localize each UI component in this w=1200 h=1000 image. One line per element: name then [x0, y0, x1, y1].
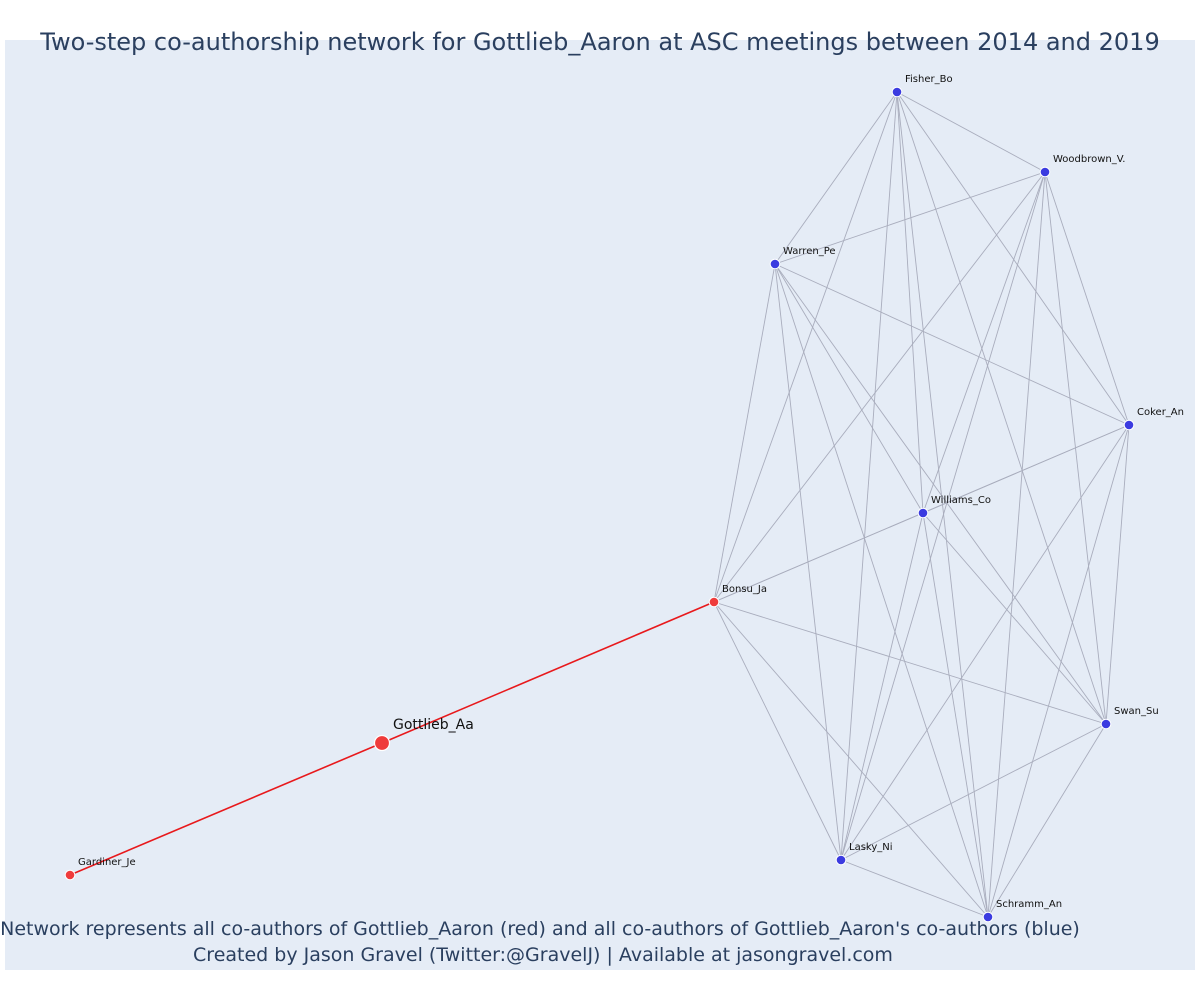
edge-Coker_An-Schramm_An [987, 424, 1130, 918]
edge-Williams_Co-Schramm_An [922, 512, 989, 918]
edge-Bonsu_Ja-Williams_Co [713, 512, 924, 603]
node-label-Gardiner_Je: Gardiner_Je [78, 857, 136, 868]
node-Bonsu_Ja[interactable] [708, 596, 720, 608]
node-label-Woodbrown_V.: Woodbrown_V. [1053, 154, 1126, 165]
plot-background [5, 40, 1195, 970]
edge-Warren_Pe-Swan_Su [774, 263, 1107, 725]
edge-Coker_An-Williams_Co [922, 424, 1130, 514]
edge-Warren_Pe-Williams_Co [774, 263, 924, 514]
node-label-Coker_An: Coker_An [1137, 407, 1184, 418]
edge-Lasky_Ni-Schramm_An [840, 859, 989, 918]
node-label-Warren_Pe: Warren_Pe [783, 246, 836, 257]
node-Williams_Co[interactable] [917, 507, 929, 519]
edge-Bonsu_Ja-Schramm_An [713, 601, 989, 918]
edge-Coker_An-Swan_Su [1105, 424, 1130, 725]
edge-Fisher_Bo-Lasky_Ni [840, 91, 898, 861]
caption-line-1: Network represents all co-authors of Got… [0, 918, 1080, 940]
edge-Bonsu_Ja-Woodbrown_V. [713, 171, 1046, 603]
edge-layer [69, 91, 1130, 918]
node-layer [64, 86, 1135, 923]
node-label-Lasky_Ni: Lasky_Ni [849, 842, 893, 853]
edge-Coker_An-Lasky_Ni [840, 424, 1130, 861]
node-Gardiner_Je[interactable] [64, 869, 76, 881]
edge-Woodbrown_V.-Warren_Pe [774, 171, 1046, 265]
edge-Fisher_Bo-Warren_Pe [774, 91, 898, 265]
chart-title: Two-step co-authorship network for Gottl… [40, 28, 1160, 56]
node-Swan_Su[interactable] [1100, 718, 1112, 730]
edge-Woodbrown_V.-Coker_An [1044, 171, 1130, 426]
node-label-Fisher_Bo: Fisher_Bo [905, 74, 953, 85]
edge-Williams_Co-Lasky_Ni [840, 512, 924, 861]
label-layer: Gottlieb_Aa Gardiner_Je Bonsu_Ja Fisher_Bo W… [78, 74, 1184, 910]
node-Woodbrown_V.[interactable] [1039, 166, 1051, 178]
node-Gottlieb_Aa[interactable] [373, 734, 391, 752]
node-label-Gottlieb_Aa: Gottlieb_Aa [393, 717, 474, 733]
edge-Williams_Co-Swan_Su [922, 512, 1107, 725]
edge-Warren_Pe-Lasky_Ni [774, 263, 842, 861]
node-Fisher_Bo[interactable] [891, 86, 903, 98]
node-label-Bonsu_Ja: Bonsu_Ja [722, 584, 767, 595]
edge-Fisher_Bo-Swan_Su [896, 91, 1107, 725]
edge-Warren_Pe-Schramm_An [774, 263, 989, 918]
node-label-Schramm_An: Schramm_An [996, 899, 1062, 910]
edge-Woodbrown_V.-Schramm_An [987, 171, 1046, 918]
edge-Swan_Su-Schramm_An [987, 723, 1107, 918]
caption-line-2: Created by Jason Gravel (Twitter:@Gravel… [193, 944, 893, 966]
node-Warren_Pe[interactable] [769, 258, 781, 270]
edge-Fisher_Bo-Woodbrown_V. [896, 91, 1046, 173]
edge-Gottlieb_Aa-Bonsu_Ja [381, 601, 715, 744]
edge-Gardiner_Je-Gottlieb_Aa [69, 742, 383, 876]
edge-Fisher_Bo-Coker_An [896, 91, 1130, 426]
edge-Bonsu_Ja-Warren_Pe [713, 263, 776, 603]
edge-Fisher_Bo-Williams_Co [896, 91, 924, 514]
edge-Bonsu_Ja-Swan_Su [713, 601, 1107, 725]
edge-Woodbrown_V.-Lasky_Ni [840, 171, 1046, 861]
edge-Swan_Su-Lasky_Ni [840, 723, 1107, 861]
node-label-Williams_Co: Williams_Co [931, 495, 991, 506]
edge-Warren_Pe-Coker_An [774, 263, 1130, 426]
edge-Bonsu_Ja-Fisher_Bo [713, 91, 898, 603]
node-label-Swan_Su: Swan_Su [1114, 706, 1159, 717]
node-Coker_An[interactable] [1123, 419, 1135, 431]
edge-Woodbrown_V.-Williams_Co [922, 171, 1046, 514]
edge-Bonsu_Ja-Lasky_Ni [713, 601, 842, 861]
node-Lasky_Ni[interactable] [835, 854, 847, 866]
node-Schramm_An[interactable] [982, 911, 994, 923]
